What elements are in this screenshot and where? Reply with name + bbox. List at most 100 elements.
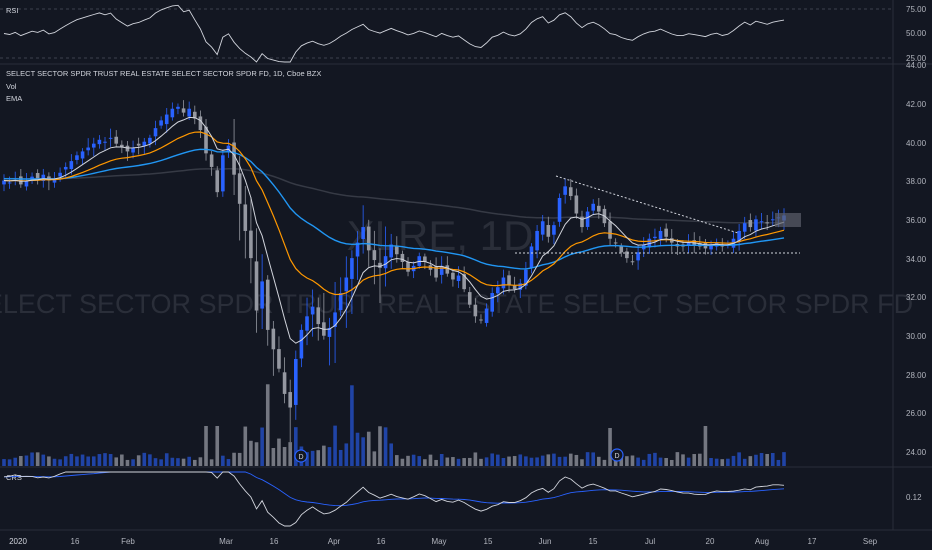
- candle-body: [484, 308, 489, 323]
- candle-body: [692, 240, 697, 245]
- candle-body: [759, 221, 764, 223]
- last-price-range-box[interactable]: [775, 213, 801, 227]
- volume-bar: [552, 453, 556, 466]
- candle-body: [546, 225, 551, 237]
- time-tick-mar: Mar: [219, 537, 233, 546]
- candle-body: [97, 139, 102, 145]
- candle-body: [181, 108, 186, 113]
- volume-bar: [658, 457, 663, 466]
- price-tick-30: 30.00: [906, 332, 927, 341]
- volume-bar: [114, 457, 119, 466]
- volume-bar: [265, 384, 270, 466]
- price-tick-40: 40.00: [906, 139, 927, 148]
- candle-body: [473, 304, 478, 317]
- volume-bar: [686, 457, 691, 466]
- candle-body: [496, 287, 500, 294]
- candle-body: [647, 238, 652, 248]
- candle-body: [254, 261, 259, 311]
- candle-body: [591, 203, 596, 211]
- volume-bar: [529, 457, 534, 466]
- candle-body: [176, 106, 180, 109]
- volume-bar: [75, 456, 79, 466]
- candle-body: [765, 222, 769, 224]
- price-tick-28: 28.00: [906, 371, 927, 380]
- volume-bar: [597, 456, 601, 466]
- price-tick-34: 34.00: [906, 255, 927, 264]
- time-tick-aug: Aug: [755, 537, 769, 546]
- candle-body: [142, 141, 147, 146]
- volume-bar: [462, 458, 466, 466]
- volume-bar: [630, 455, 635, 466]
- candle-body: [434, 266, 438, 278]
- volume-bar: [383, 427, 388, 466]
- dividend-marker-1[interactable]: D: [294, 449, 308, 463]
- volume-bar: [479, 458, 483, 466]
- time-tick-2020: 2020: [9, 537, 27, 546]
- volume-bar: [204, 426, 208, 466]
- ema-long-line: [4, 167, 785, 224]
- candle-body: [445, 265, 450, 274]
- candle-body: [159, 120, 163, 126]
- candle-body: [221, 155, 225, 192]
- volume-bar: [748, 456, 753, 466]
- candle-body: [737, 230, 741, 242]
- candle-body: [243, 204, 248, 231]
- price-axis[interactable]: 44.00 42.00 40.00 38.00 36.00 34.00 32.0…: [906, 61, 927, 457]
- dividend-marker-2[interactable]: D: [610, 448, 624, 462]
- volume-bar: [97, 454, 102, 466]
- candle-body: [24, 180, 29, 187]
- volume-bar: [136, 455, 141, 466]
- volume-bar: [389, 443, 393, 466]
- candle-body: [467, 292, 472, 305]
- volume-bar: [456, 458, 461, 466]
- indicator-ema-label[interactable]: EMA: [6, 94, 22, 103]
- price-tick-44: 44.00: [906, 61, 927, 70]
- volume-bar: [86, 456, 90, 466]
- volume-bar: [423, 459, 427, 466]
- time-axis[interactable]: 2020 16 Feb Mar 16 Apr 16 May 15 Jun 15 …: [9, 537, 878, 546]
- candle-body: [378, 262, 382, 268]
- candle-body: [636, 252, 640, 261]
- indicator-vol-label[interactable]: Vol: [6, 82, 17, 91]
- candles: [2, 100, 786, 443]
- candle-body: [552, 225, 556, 235]
- volume-bar: [653, 452, 657, 466]
- price-tick-42: 42.00: [906, 100, 927, 109]
- candle-body: [333, 312, 337, 327]
- candle-body: [630, 261, 635, 263]
- time-tick-mar16: 16: [270, 537, 279, 546]
- volume-bar: [451, 457, 455, 466]
- candle-body: [507, 275, 511, 286]
- candle-body: [389, 244, 393, 258]
- volume-bar: [148, 454, 152, 466]
- volume-bar: [91, 456, 96, 466]
- rsi-label: RSI: [6, 6, 19, 15]
- volume-bar: [378, 426, 382, 466]
- candle-body: [625, 251, 629, 259]
- volume-bar: [496, 454, 500, 466]
- volume-bar: [192, 459, 197, 466]
- volume-bar: [512, 456, 517, 466]
- volume-bar: [619, 455, 624, 466]
- candle-body: [462, 274, 466, 290]
- candle-body: [63, 166, 68, 170]
- ema-mid-line: [3, 131, 785, 296]
- candle-body: [344, 277, 349, 292]
- volume-bar: [445, 457, 450, 466]
- volume-bar: [507, 456, 511, 466]
- volume-bar: [776, 459, 781, 466]
- candle-body: [479, 319, 483, 321]
- candle-body: [271, 328, 276, 350]
- crs-line: [3, 471, 785, 527]
- candle-body: [383, 256, 388, 269]
- candle-body: [204, 126, 208, 154]
- candle-body: [103, 141, 107, 143]
- volume-bar: [187, 456, 191, 466]
- candle-body: [35, 172, 40, 179]
- candle-body: [350, 258, 354, 279]
- volume-bar: [417, 456, 422, 466]
- volume-bar: [41, 454, 46, 466]
- volume-bar: [310, 450, 315, 466]
- crs-level: 0.12: [906, 493, 922, 502]
